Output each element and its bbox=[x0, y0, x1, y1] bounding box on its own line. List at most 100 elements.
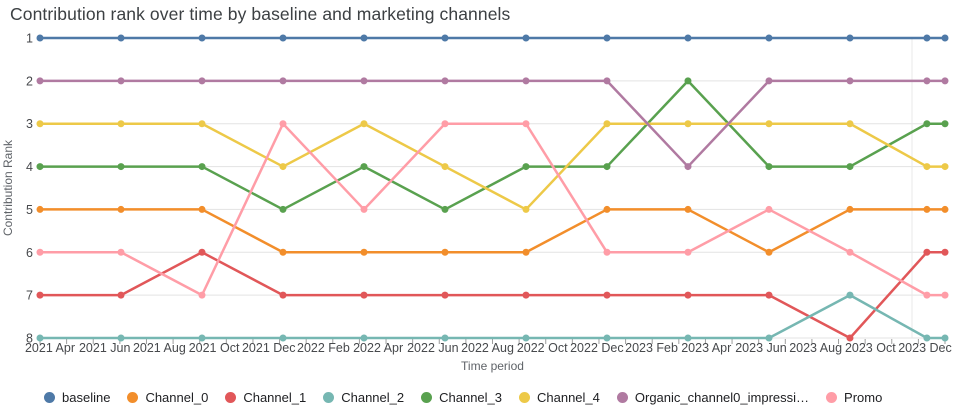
y-axis-title: Contribution Rank bbox=[1, 139, 15, 236]
y-tick-label: 3 bbox=[26, 117, 33, 131]
series-marker-baseline bbox=[360, 34, 368, 42]
series-marker-Channel_1 bbox=[522, 291, 530, 299]
legend-dot-icon bbox=[127, 392, 139, 403]
series-marker-Organic_channel0_impressi bbox=[603, 77, 611, 85]
series-marker-Organic_channel0_impressi bbox=[765, 77, 773, 85]
series-marker-baseline bbox=[279, 34, 287, 42]
series-marker-baseline bbox=[603, 34, 611, 42]
legend-label: Channel_3 bbox=[439, 390, 502, 405]
legend-item-Channel_1[interactable]: Channel_1 bbox=[225, 390, 306, 405]
series-marker-Promo bbox=[198, 291, 206, 299]
series-marker-Promo bbox=[36, 248, 44, 256]
series-marker-Organic_channel0_impressi bbox=[198, 77, 206, 85]
series-marker-Channel_0 bbox=[923, 205, 931, 213]
series-marker-Channel_1 bbox=[684, 291, 692, 299]
legend-dot-icon bbox=[519, 392, 530, 403]
series-marker-Channel_0 bbox=[441, 248, 449, 256]
series-marker-Channel_4 bbox=[360, 120, 368, 128]
series-marker-Channel_4 bbox=[522, 205, 530, 213]
series-marker-Organic_channel0_impressi bbox=[684, 163, 692, 171]
series-marker-Channel_2 bbox=[603, 334, 611, 342]
series-marker-Channel_3 bbox=[36, 163, 44, 171]
legend-dot-icon bbox=[225, 392, 237, 403]
series-marker-Organic_channel0_impressi bbox=[522, 77, 530, 85]
series-marker-Promo bbox=[941, 291, 949, 299]
series-marker-Channel_4 bbox=[36, 120, 44, 128]
legend-dot-icon bbox=[44, 392, 55, 403]
series-marker-Promo bbox=[765, 205, 773, 213]
x-tick-label: 2022 Apr bbox=[353, 341, 403, 355]
chart-legend: baseline Channel_0 Channel_1 Channel_2 Chann… bbox=[44, 390, 882, 405]
y-tick-label: 8 bbox=[26, 332, 33, 346]
series-marker-Channel_1 bbox=[117, 291, 125, 299]
series-marker-Channel_2 bbox=[279, 334, 287, 342]
series-marker-Promo bbox=[522, 120, 530, 128]
series-marker-Organic_channel0_impressi bbox=[923, 77, 931, 85]
legend-item-Promo[interactable]: Promo bbox=[826, 390, 882, 405]
series-marker-Channel_2 bbox=[36, 334, 44, 342]
series-line-Channel_3 bbox=[38, 79, 947, 211]
series-marker-Channel_3 bbox=[441, 205, 449, 213]
series-marker-Organic_channel0_impressi bbox=[360, 77, 368, 85]
series-marker-Channel_3 bbox=[279, 205, 287, 213]
series-marker-baseline bbox=[36, 34, 44, 42]
legend-item-Channel_0[interactable]: Channel_0 bbox=[127, 390, 208, 405]
x-tick-label: 2022 Aug bbox=[461, 341, 514, 355]
series-marker-Channel_4 bbox=[441, 163, 449, 171]
series-marker-Channel_1 bbox=[765, 291, 773, 299]
legend-label: Organic_channel0_impressi… bbox=[634, 390, 810, 405]
series-marker-baseline bbox=[117, 34, 125, 42]
series-marker-Promo bbox=[441, 120, 449, 128]
legend-item-Channel_2[interactable]: Channel_2 bbox=[323, 390, 404, 405]
x-tick-label: 2022 Dec bbox=[570, 341, 624, 355]
series-marker-Channel_2 bbox=[117, 334, 125, 342]
series-marker-Channel_3 bbox=[603, 163, 611, 171]
series-marker-baseline bbox=[941, 34, 949, 42]
series-marker-Channel_1 bbox=[603, 291, 611, 299]
series-marker-Channel_0 bbox=[684, 205, 692, 213]
x-tick-label: 2023 Dec bbox=[898, 341, 952, 355]
series-marker-Channel_4 bbox=[941, 163, 949, 171]
series-marker-Channel_4 bbox=[765, 120, 773, 128]
legend-dot-icon bbox=[616, 392, 628, 403]
series-marker-baseline bbox=[198, 34, 206, 42]
series-marker-Channel_1 bbox=[198, 248, 206, 256]
series-marker-Channel_2 bbox=[765, 334, 773, 342]
series-marker-Channel_3 bbox=[117, 163, 125, 171]
legend-item-Channel_3[interactable]: Channel_3 bbox=[421, 390, 502, 405]
series-marker-Channel_4 bbox=[846, 120, 854, 128]
series-marker-Organic_channel0_impressi bbox=[846, 77, 854, 85]
legend-label: Channel_0 bbox=[145, 390, 209, 405]
y-tick-label: 7 bbox=[26, 289, 33, 303]
legend-dot-icon bbox=[421, 392, 433, 403]
legend-label: Channel_1 bbox=[243, 390, 307, 405]
series-marker-Organic_channel0_impressi bbox=[279, 77, 287, 85]
x-tick-label: 2021 Oct bbox=[189, 341, 240, 355]
series-marker-Channel_3 bbox=[522, 163, 530, 171]
series-marker-Channel_2 bbox=[198, 334, 206, 342]
series-marker-Channel_1 bbox=[941, 248, 949, 256]
x-tick-label: 2023 Apr bbox=[681, 341, 731, 355]
legend-item-Organic_channel0_impressi[interactable]: Organic_channel0_impressi… bbox=[616, 390, 810, 405]
y-tick-label: 2 bbox=[26, 74, 33, 88]
series-marker-Channel_1 bbox=[923, 248, 931, 256]
series-marker-Channel_1 bbox=[441, 291, 449, 299]
legend-dot-icon bbox=[323, 392, 335, 403]
series-marker-baseline bbox=[923, 34, 931, 42]
legend-item-baseline[interactable]: baseline bbox=[44, 390, 110, 405]
series-marker-Channel_3 bbox=[198, 163, 206, 171]
series-marker-Channel_1 bbox=[360, 291, 368, 299]
series-marker-Channel_4 bbox=[603, 120, 611, 128]
series-marker-Promo bbox=[923, 291, 931, 299]
x-tick-label: 2021 Jun bbox=[79, 341, 130, 355]
series-marker-Promo bbox=[684, 248, 692, 256]
x-tick-label: 2022 Feb bbox=[297, 341, 350, 355]
legend-item-Channel_4[interactable]: Channel_4 bbox=[519, 390, 600, 405]
series-marker-Channel_3 bbox=[923, 120, 931, 128]
series-marker-baseline bbox=[765, 34, 773, 42]
y-tick-label: 1 bbox=[26, 32, 33, 46]
series-marker-Channel_0 bbox=[117, 205, 125, 213]
x-tick-label: 2023 Jun bbox=[735, 341, 786, 355]
series-marker-Channel_2 bbox=[360, 334, 368, 342]
legend-label: Channel_4 bbox=[537, 390, 600, 405]
